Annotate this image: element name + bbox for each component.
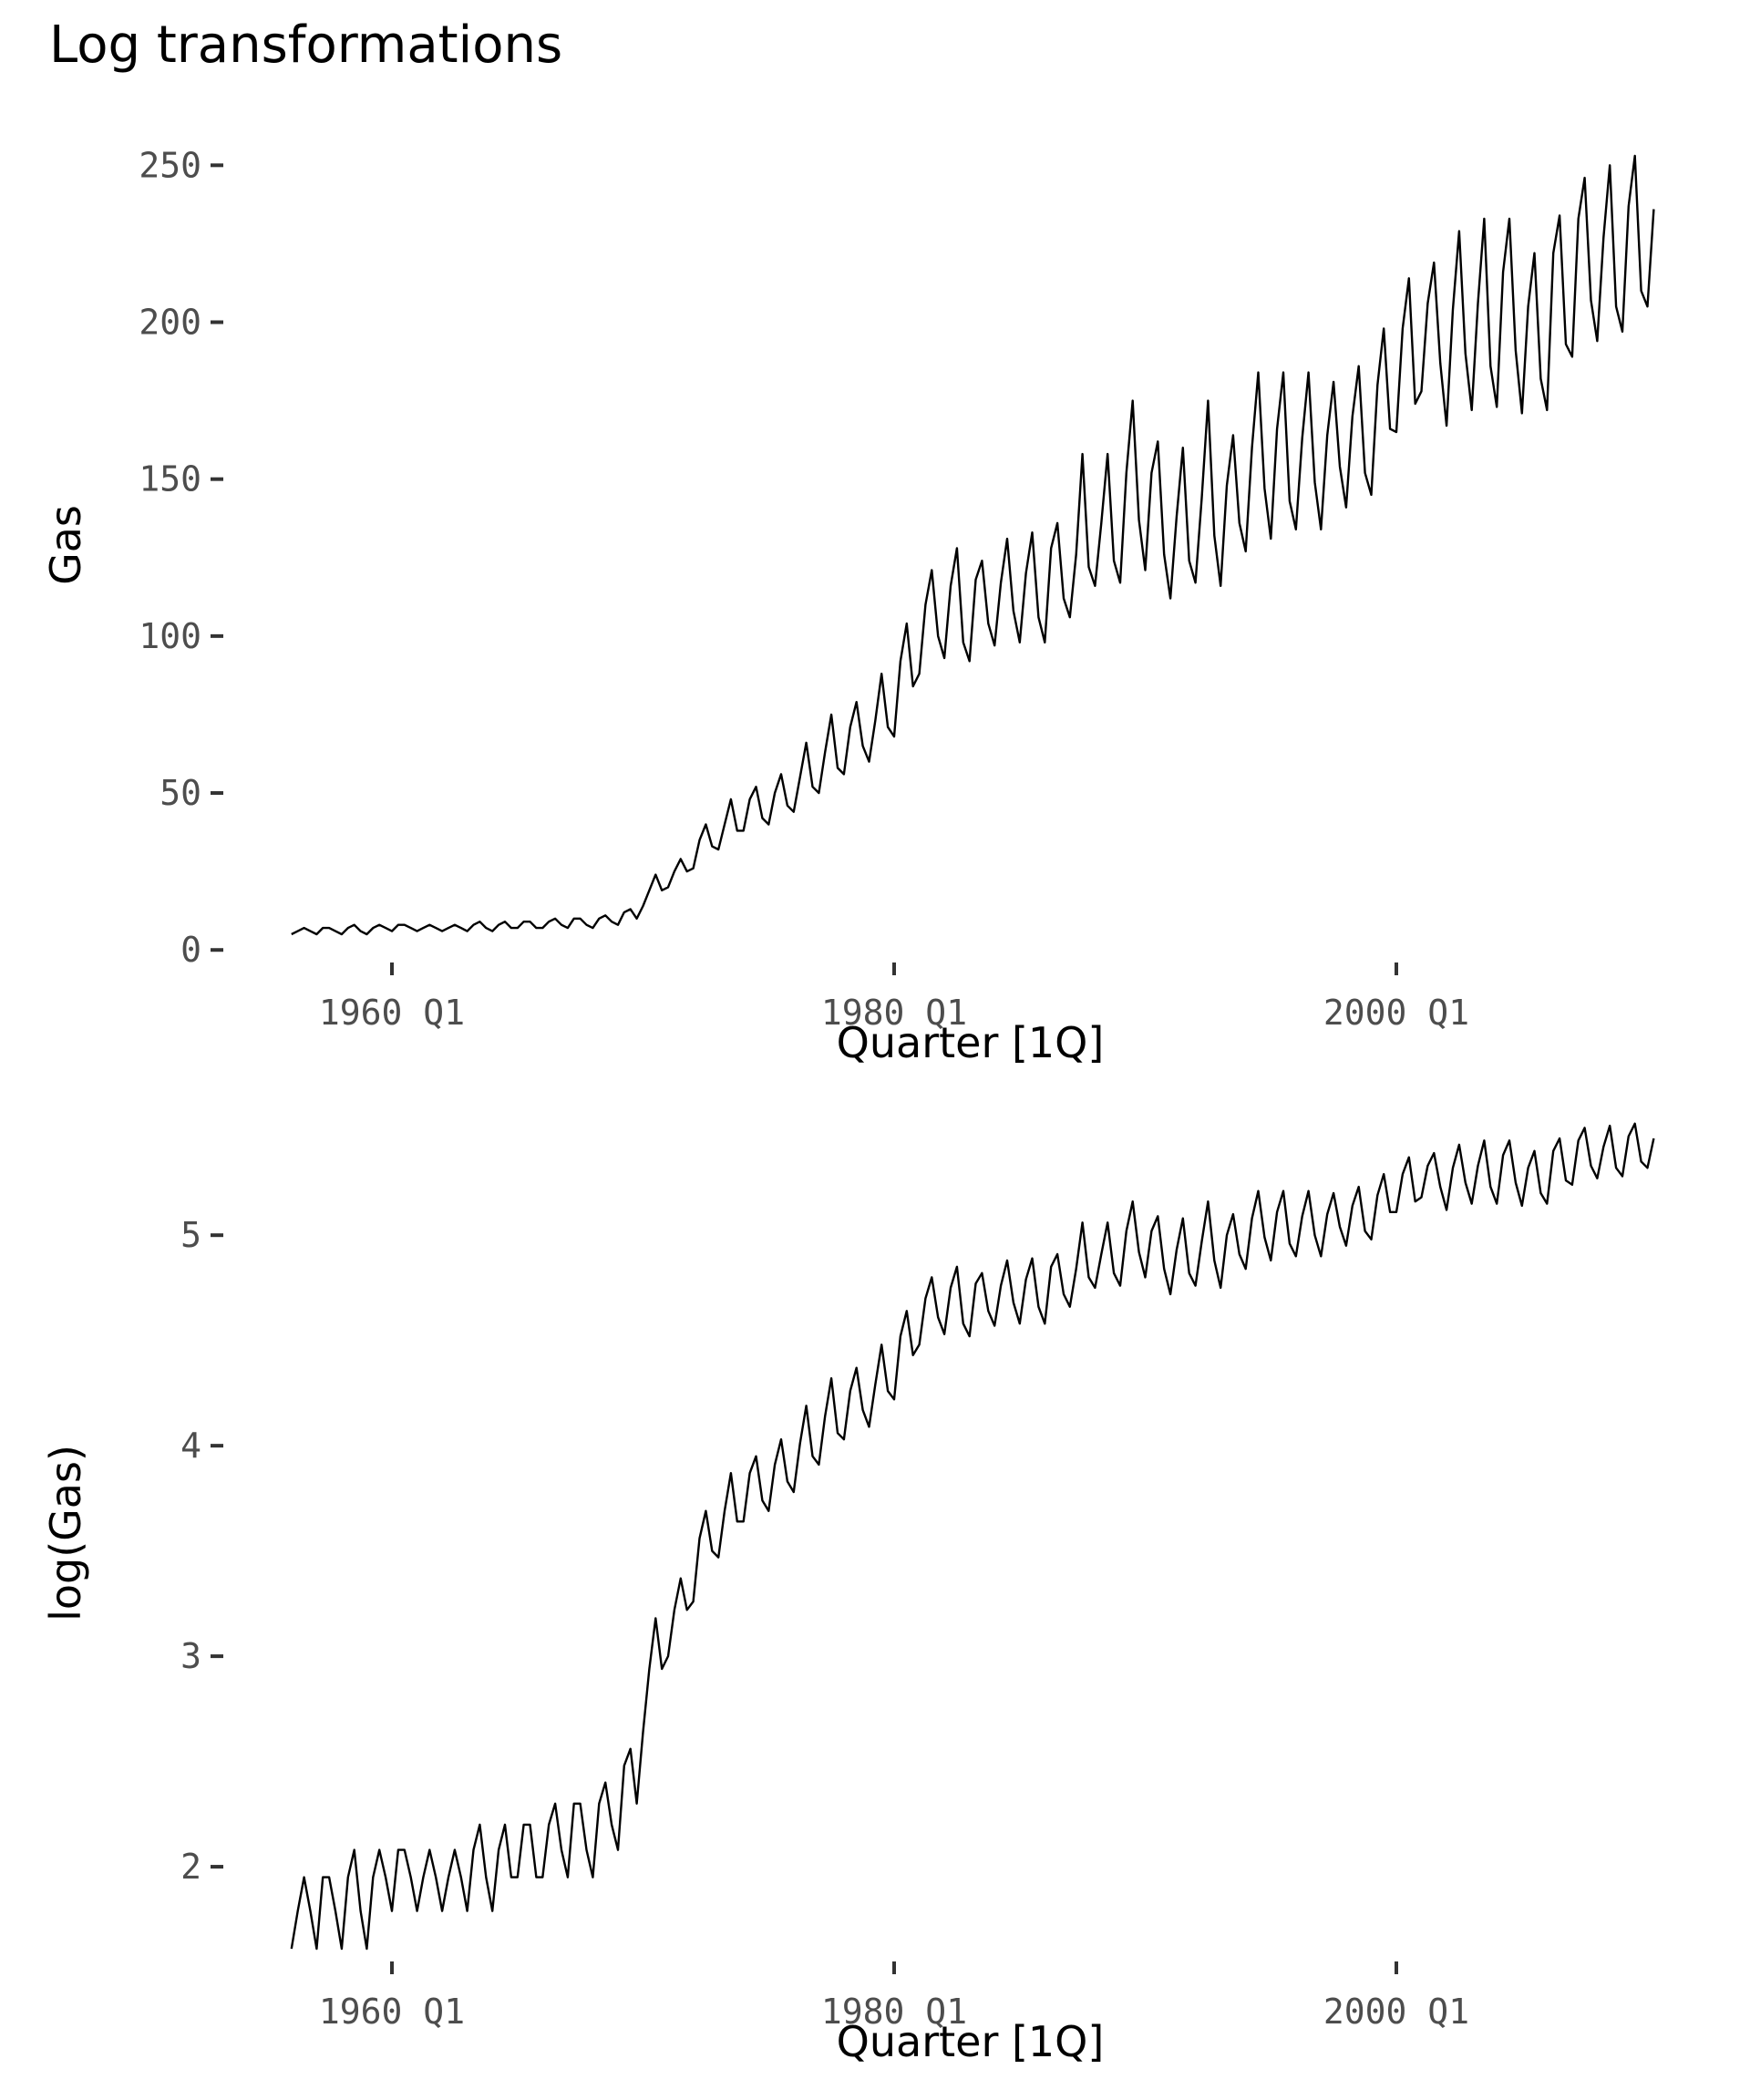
y-tick-label: 3	[180, 1636, 201, 1676]
x-tick-label: 1960 Q1	[319, 1992, 465, 2032]
series-line	[291, 154, 1655, 936]
page-title: Log transformations	[49, 15, 563, 75]
y-tick-label: 250	[139, 145, 201, 185]
x-tick-label: 2000 Q1	[1323, 1992, 1469, 2032]
x-tick-label: 1980 Q1	[821, 993, 967, 1033]
y-axis-title: Gas	[41, 505, 90, 585]
y-tick-label: 4	[180, 1426, 201, 1466]
y-tick-label: 100	[139, 616, 201, 656]
log-gas-chart: 2 3 4 5 1960 Q1 1980 Q1 2000 Q1 Quarter [1Q] log…	[41, 1122, 1655, 2066]
y-tick-label: 5	[180, 1215, 201, 1255]
y-tick-label: 2	[180, 1847, 201, 1887]
gas-chart: 0 50 100 150 200 250 1960 Q1 1980 Q1 2000 Q1 Quar…	[41, 145, 1655, 1067]
x-tick-label: 2000 Q1	[1323, 993, 1469, 1033]
x-tick-label: 1980 Q1	[821, 1992, 967, 2032]
y-tick-label: 150	[139, 459, 201, 499]
series-line	[290, 1122, 1655, 1951]
x-axis-title: Quarter [1Q]	[837, 2017, 1105, 2066]
y-tick-label: 0	[180, 930, 201, 970]
y-tick-label: 200	[139, 303, 201, 343]
x-tick-label: 1960 Q1	[319, 993, 465, 1033]
x-axis-title: Quarter [1Q]	[837, 1018, 1105, 1067]
y-tick-label: 50	[160, 773, 201, 813]
y-axis-title: log(Gas)	[41, 1445, 90, 1621]
